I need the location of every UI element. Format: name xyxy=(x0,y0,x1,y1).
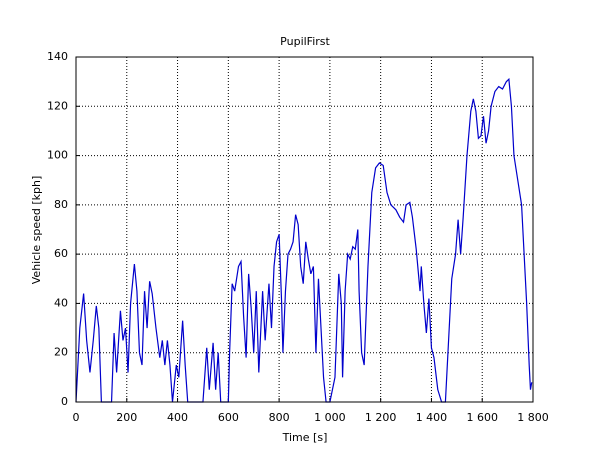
y-tick-label: 120 xyxy=(47,99,68,112)
x-axis-label: Time [s] xyxy=(282,431,328,444)
chart-title: PupilFirst xyxy=(280,35,330,48)
plot xyxy=(75,77,533,403)
y-tick-label: 20 xyxy=(54,346,68,359)
speed-line xyxy=(75,77,533,403)
axes-box xyxy=(75,56,534,403)
y-tick-label: 0 xyxy=(61,395,68,408)
x-tick-label: 1 800 xyxy=(517,411,549,424)
y-tick-label: 40 xyxy=(54,296,68,309)
x-tick-label: 1 200 xyxy=(365,411,397,424)
x-tick-label: 200 xyxy=(116,411,137,424)
x-tick-label: 1 600 xyxy=(466,411,498,424)
x-tick-label: 600 xyxy=(218,411,239,424)
x-tick-label: 1 000 xyxy=(314,411,346,424)
y-axis-label: Vehicle speed [kph] xyxy=(30,176,43,284)
x-tick-label: 800 xyxy=(269,411,290,424)
y-tick-label: 140 xyxy=(47,50,68,63)
y-tick-label: 100 xyxy=(47,149,68,162)
y-tick-label: 60 xyxy=(54,247,68,260)
x-tick-label: 1 400 xyxy=(416,411,448,424)
x-tick-label: 400 xyxy=(167,411,188,424)
y-tick-label: 80 xyxy=(54,198,68,211)
x-tick-label: 0 xyxy=(73,411,80,424)
